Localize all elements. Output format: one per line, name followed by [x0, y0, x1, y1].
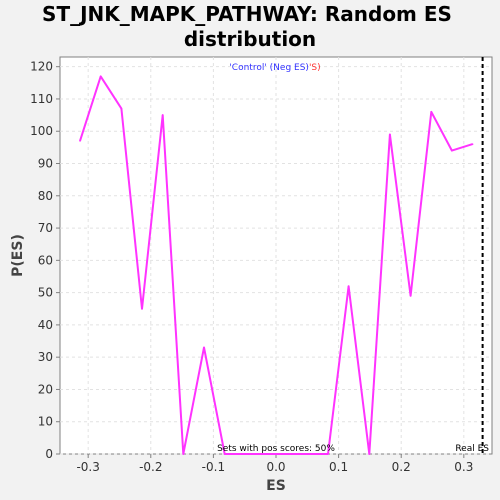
legend-part: 'Control' (Neg ES)	[229, 63, 309, 73]
y-tick-label: 20	[38, 382, 53, 396]
series-line	[79, 75, 473, 455]
x-tick-label: -0.1	[202, 460, 225, 474]
y-tick-label: 90	[38, 157, 53, 171]
x-axis-label: ES	[266, 478, 286, 494]
data-point	[389, 133, 391, 136]
data-point	[120, 107, 123, 110]
data-point	[203, 346, 205, 349]
axes: 0 10 20 30 40 50 60 70 80 90 100 110 120 -0.3 -0.2 -0.1…	[30, 60, 473, 474]
annotation-pos-scores: Sets with pos scores: 50%	[217, 444, 335, 454]
x-tick-label: -0.3	[76, 460, 99, 474]
data-point	[327, 453, 329, 455]
data-point	[430, 111, 433, 113]
chart-title-line-2: distribution	[184, 27, 316, 51]
grid-lines	[60, 57, 492, 455]
data-point	[223, 453, 226, 455]
data-point	[244, 453, 247, 455]
data-point	[347, 285, 350, 287]
data-point	[306, 453, 309, 455]
y-tick-label: 40	[38, 318, 53, 332]
x-tick-label: 0.0	[266, 460, 285, 474]
data-point	[265, 453, 267, 455]
y-tick-label: 60	[38, 253, 53, 267]
x-tick-label: 0.3	[454, 460, 473, 474]
y-tick-label: 100	[30, 124, 53, 138]
data-point	[99, 75, 102, 78]
y-tick-label: 30	[38, 350, 53, 364]
x-tick-label: 0.2	[392, 460, 411, 474]
legend-part: '	[309, 63, 311, 73]
y-axis-label: P(ES)	[10, 234, 26, 277]
data-point	[161, 114, 164, 116]
y-tick-label: 70	[38, 221, 53, 235]
data-point	[285, 453, 288, 455]
data-point	[368, 453, 371, 455]
y-tick-label: 110	[30, 92, 53, 106]
data-point	[141, 307, 143, 310]
data-point	[79, 140, 81, 142]
y-tick-label: 120	[30, 60, 53, 74]
chart-title: ST_JNK_MAPK_PATHWAY: Random ES distribut…	[42, 2, 452, 51]
y-tick-label: 50	[38, 286, 53, 300]
series-layer	[79, 75, 474, 455]
data-point	[409, 295, 412, 297]
data-point	[471, 143, 474, 145]
y-tick-label: 0	[45, 447, 53, 461]
x-tick-label: -0.2	[139, 460, 162, 474]
data-point	[182, 453, 185, 455]
y-tick-label: 80	[38, 189, 53, 203]
data-point	[451, 149, 453, 152]
legend: 'Control' (Neg ES)'S)	[229, 63, 320, 73]
y-tick-label: 10	[38, 415, 53, 429]
real-es-layer: Real ES	[455, 57, 489, 454]
legend-part: S)	[311, 63, 320, 73]
x-tick-label: 0.1	[329, 460, 348, 474]
chart-title-line-1: ST_JNK_MAPK_PATHWAY: Random ES	[42, 2, 452, 26]
real-es-label: Real ES	[455, 444, 489, 454]
